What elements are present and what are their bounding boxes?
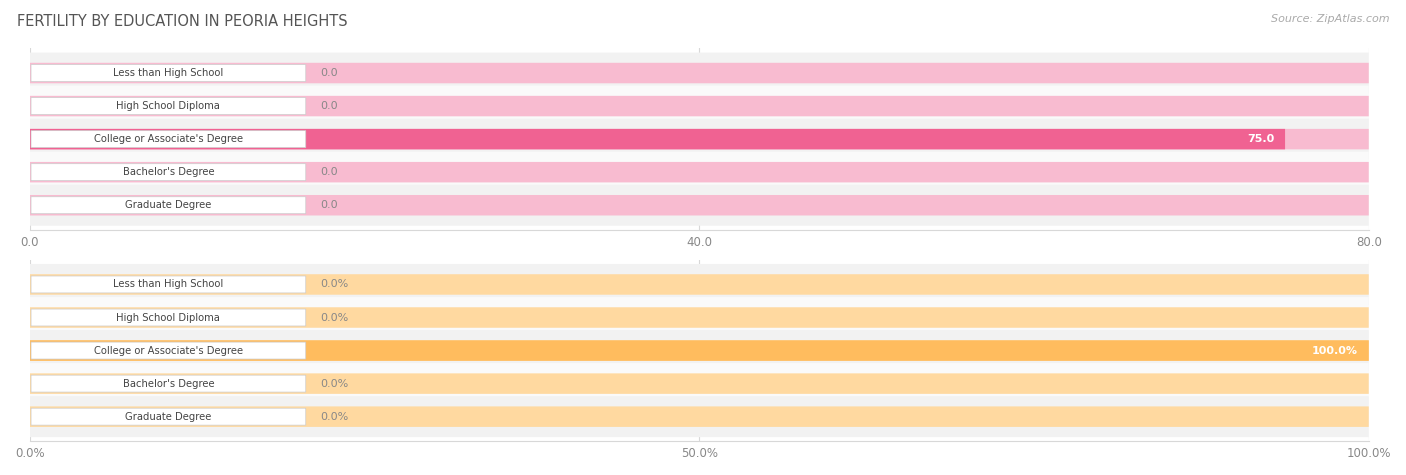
FancyBboxPatch shape (31, 131, 305, 148)
FancyBboxPatch shape (31, 408, 305, 425)
FancyBboxPatch shape (30, 86, 1369, 126)
Text: Source: ZipAtlas.com: Source: ZipAtlas.com (1271, 14, 1389, 24)
Text: High School Diploma: High School Diploma (117, 101, 221, 111)
Text: 0.0: 0.0 (321, 200, 337, 210)
Text: High School Diploma: High School Diploma (117, 313, 221, 323)
FancyBboxPatch shape (31, 164, 305, 180)
Text: 0.0: 0.0 (321, 68, 337, 78)
Text: Less than High School: Less than High School (114, 279, 224, 289)
Text: College or Associate's Degree: College or Associate's Degree (94, 345, 243, 356)
FancyBboxPatch shape (30, 396, 1369, 437)
FancyBboxPatch shape (30, 340, 1369, 361)
FancyBboxPatch shape (30, 129, 1285, 149)
FancyBboxPatch shape (30, 307, 1369, 328)
FancyBboxPatch shape (30, 185, 1369, 226)
Text: 0.0%: 0.0% (321, 412, 349, 422)
Text: College or Associate's Degree: College or Associate's Degree (94, 134, 243, 144)
Text: 75.0: 75.0 (1247, 134, 1274, 144)
FancyBboxPatch shape (30, 363, 1369, 404)
FancyBboxPatch shape (30, 264, 1369, 305)
FancyBboxPatch shape (30, 373, 1369, 394)
FancyBboxPatch shape (30, 53, 1369, 94)
FancyBboxPatch shape (30, 96, 1369, 116)
Text: 0.0%: 0.0% (321, 379, 349, 389)
FancyBboxPatch shape (31, 65, 305, 82)
FancyBboxPatch shape (30, 297, 1369, 338)
Text: Bachelor's Degree: Bachelor's Degree (122, 167, 214, 177)
FancyBboxPatch shape (31, 375, 305, 392)
Text: Bachelor's Degree: Bachelor's Degree (122, 379, 214, 389)
Text: Less than High School: Less than High School (114, 68, 224, 78)
FancyBboxPatch shape (30, 407, 1369, 427)
FancyBboxPatch shape (30, 152, 1369, 193)
FancyBboxPatch shape (30, 340, 1369, 361)
Text: 0.0: 0.0 (321, 167, 337, 177)
Text: Graduate Degree: Graduate Degree (125, 412, 211, 422)
FancyBboxPatch shape (30, 330, 1369, 371)
FancyBboxPatch shape (31, 342, 305, 359)
FancyBboxPatch shape (30, 129, 1369, 149)
Text: FERTILITY BY EDUCATION IN PEORIA HEIGHTS: FERTILITY BY EDUCATION IN PEORIA HEIGHTS (17, 14, 347, 29)
FancyBboxPatch shape (30, 119, 1369, 160)
Text: 100.0%: 100.0% (1312, 345, 1358, 356)
FancyBboxPatch shape (30, 162, 1369, 182)
FancyBboxPatch shape (30, 274, 1369, 294)
Text: 0.0%: 0.0% (321, 313, 349, 323)
Text: Graduate Degree: Graduate Degree (125, 200, 211, 210)
FancyBboxPatch shape (31, 309, 305, 326)
FancyBboxPatch shape (30, 63, 1369, 83)
FancyBboxPatch shape (31, 276, 305, 293)
FancyBboxPatch shape (31, 197, 305, 214)
FancyBboxPatch shape (30, 195, 1369, 216)
Text: 0.0: 0.0 (321, 101, 337, 111)
Text: 0.0%: 0.0% (321, 279, 349, 289)
FancyBboxPatch shape (31, 98, 305, 114)
